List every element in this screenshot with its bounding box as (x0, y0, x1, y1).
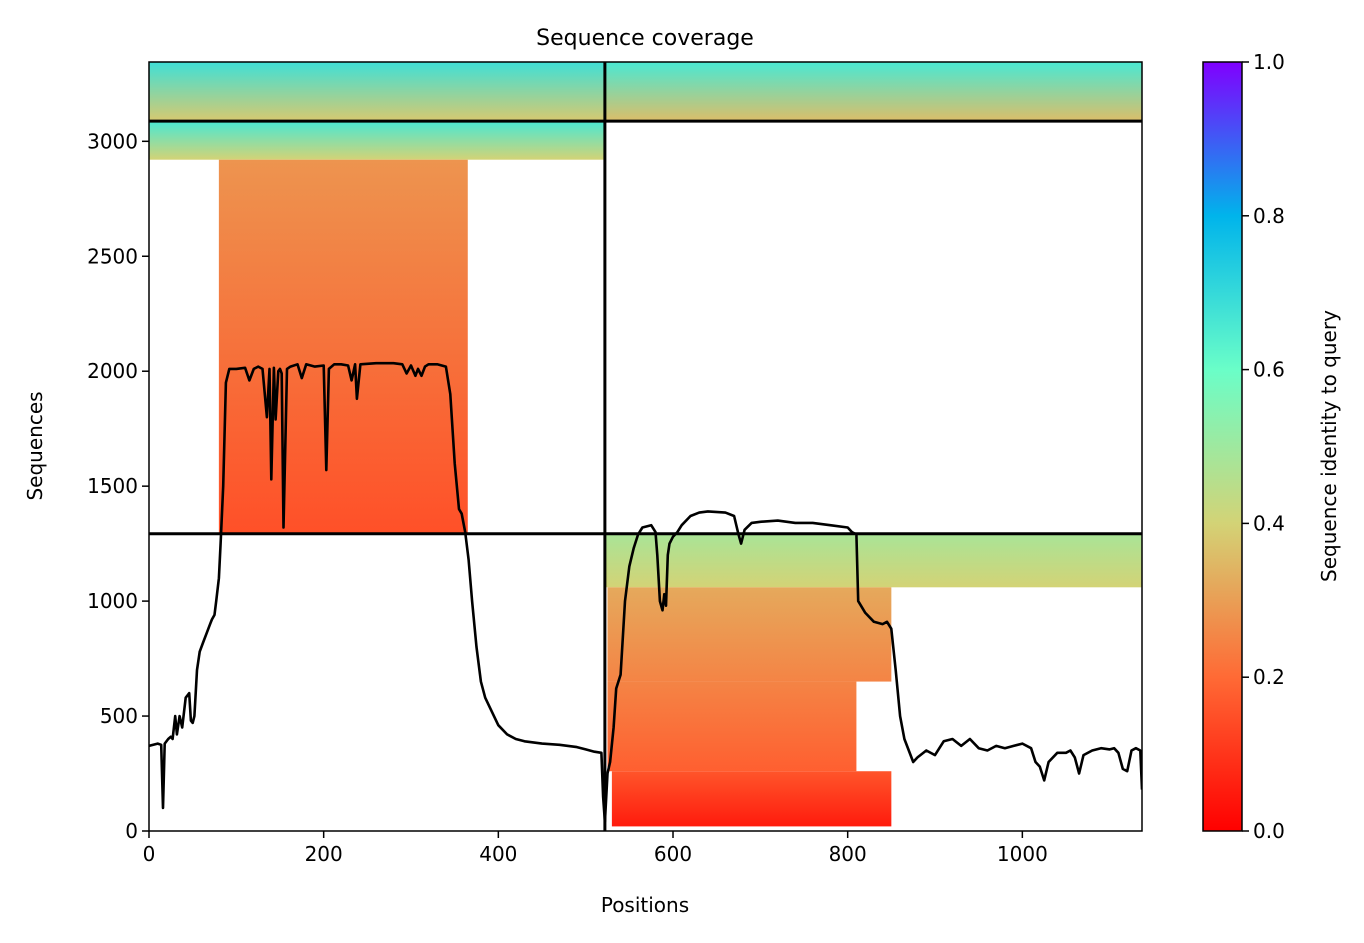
msa-block (149, 62, 605, 122)
chain-boundary-lines (149, 62, 1142, 831)
x-tick-label: 600 (654, 842, 692, 866)
y-tick-label: 3000 (87, 129, 138, 153)
colorbar-label: Sequence identity to query (1317, 310, 1341, 582)
msa-block (607, 681, 857, 772)
colorbar-tick-label: 0.4 (1253, 511, 1285, 535)
colorbar-tick-label: 0.0 (1253, 819, 1285, 843)
chart-title: Sequence coverage (536, 26, 754, 51)
msa-block (604, 533, 1142, 588)
x-tick-label: 1000 (997, 842, 1048, 866)
coverage-line-group (149, 361, 1142, 824)
x-axis-ticks: 0 200 400 600 800 1000 (143, 831, 1048, 866)
colorbar-ticks: 0.0 0.2 0.4 0.6 0.8 1.0 (1242, 50, 1285, 843)
colorbar-tick-label: 0.6 (1253, 358, 1285, 382)
msa-block (149, 121, 605, 160)
y-tick-label: 1500 (87, 474, 138, 498)
x-tick-label: 400 (479, 842, 517, 866)
x-axis-label: Positions (601, 893, 689, 917)
colorbar-tick-label: 1.0 (1253, 50, 1285, 74)
msa-block (607, 587, 892, 682)
x-tick-label: 200 (305, 842, 343, 866)
colorbar-tick-label: 0.2 (1253, 665, 1285, 689)
y-tick-label: 2500 (87, 244, 138, 268)
y-tick-label: 2000 (87, 359, 138, 383)
plot-frame (148, 61, 1143, 832)
y-tick-label: 0 (125, 819, 138, 843)
y-axis-label: Sequences (23, 391, 47, 500)
y-axis-ticks: 0 500 1000 1500 2000 2500 3000 (87, 129, 149, 843)
y-tick-label: 500 (100, 704, 138, 728)
x-tick-label: 0 (143, 842, 156, 866)
msa-block (218, 159, 468, 534)
colorbar (1202, 61, 1243, 832)
x-tick-label: 800 (829, 842, 867, 866)
y-tick-label: 1000 (87, 589, 138, 613)
msa-coverage-blocks (149, 62, 1142, 827)
msa-block (604, 62, 1142, 122)
coverage-line (149, 361, 1142, 824)
msa-block (611, 771, 892, 827)
colorbar-tick-label: 0.8 (1253, 204, 1285, 228)
